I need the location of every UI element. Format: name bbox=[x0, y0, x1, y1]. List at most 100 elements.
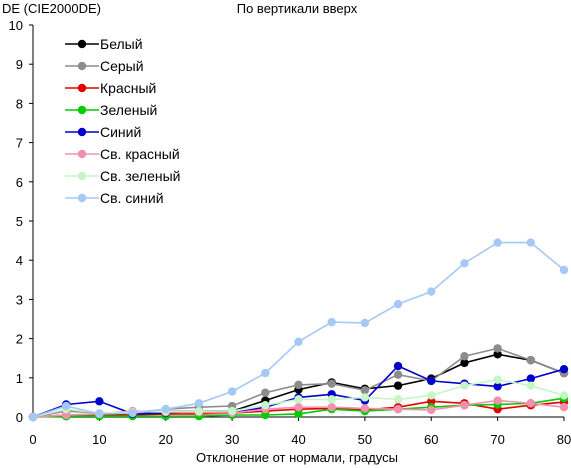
y-tick-label: 3 bbox=[16, 292, 23, 307]
data-point bbox=[360, 318, 370, 328]
x-tick-label: 40 bbox=[291, 432, 305, 447]
x-tick-label: 0 bbox=[29, 432, 36, 447]
series-7 bbox=[28, 238, 569, 422]
x-tick-label: 20 bbox=[159, 432, 173, 447]
legend-item: Белый bbox=[65, 36, 143, 52]
data-point bbox=[493, 382, 502, 391]
data-point bbox=[227, 387, 237, 396]
data-point bbox=[161, 404, 170, 414]
data-point bbox=[427, 405, 436, 415]
data-point bbox=[227, 406, 237, 416]
data-point bbox=[427, 376, 436, 386]
x-axis-title: Отклонение от нормали, градусы bbox=[196, 450, 398, 465]
x-tick-label: 80 bbox=[557, 432, 571, 447]
data-point bbox=[294, 395, 303, 404]
data-point bbox=[393, 404, 403, 414]
x-tick-label: 30 bbox=[225, 432, 239, 447]
x-tick-label: 50 bbox=[358, 432, 372, 447]
y-tick-label: 2 bbox=[16, 332, 23, 347]
y-tick-label: 8 bbox=[16, 96, 23, 111]
data-point bbox=[95, 397, 104, 406]
legend-item: Св. зеленый bbox=[65, 168, 180, 184]
data-point bbox=[327, 379, 336, 388]
data-point bbox=[261, 368, 270, 378]
data-point bbox=[526, 374, 536, 383]
data-point bbox=[327, 395, 336, 404]
data-point bbox=[294, 409, 303, 419]
legend-label: Зеленый bbox=[100, 102, 157, 118]
data-point bbox=[393, 370, 403, 379]
x-tick-label: 10 bbox=[92, 432, 106, 447]
axes: 0 1 2 3 4 5 6 7 8 9 10 0 10 20 30 40 50 60 70 80 bbox=[9, 18, 571, 447]
data-point bbox=[526, 399, 536, 408]
data-point bbox=[294, 403, 303, 412]
data-point bbox=[526, 381, 536, 390]
legend-item: Серый bbox=[65, 58, 144, 74]
legend-label: Св. красный bbox=[100, 146, 180, 162]
data-point bbox=[526, 238, 536, 247]
data-point bbox=[294, 380, 303, 390]
y-axis-title: DE (CIE2000DE) bbox=[2, 1, 101, 16]
legend-item: Зеленый bbox=[65, 102, 157, 118]
data-point bbox=[526, 355, 536, 365]
data-point bbox=[493, 375, 502, 384]
data-point bbox=[493, 238, 502, 247]
y-tick-label: 4 bbox=[16, 253, 23, 268]
data-point bbox=[460, 259, 469, 268]
data-point bbox=[194, 399, 204, 408]
data-point bbox=[559, 265, 569, 275]
data-point bbox=[460, 381, 469, 390]
data-point bbox=[493, 350, 502, 359]
x-tick-label: 70 bbox=[490, 432, 504, 447]
data-point bbox=[427, 287, 436, 296]
data-point bbox=[493, 396, 502, 405]
data-point bbox=[61, 401, 71, 411]
y-tick-label: 9 bbox=[16, 57, 23, 72]
data-point bbox=[360, 393, 370, 402]
data-point bbox=[493, 344, 502, 353]
data-point bbox=[427, 391, 436, 400]
data-point bbox=[360, 404, 370, 413]
data-point bbox=[460, 358, 469, 368]
legend-marker bbox=[77, 105, 87, 115]
series-layer bbox=[28, 238, 569, 422]
legend-item: Синий bbox=[65, 124, 141, 140]
data-point bbox=[427, 397, 436, 406]
data-point bbox=[460, 352, 469, 361]
y-tick-label: 6 bbox=[16, 175, 23, 190]
legend-marker bbox=[77, 83, 87, 93]
legend-item: Св. синий bbox=[65, 190, 164, 206]
data-point bbox=[559, 364, 569, 374]
data-point bbox=[261, 388, 270, 397]
legend-label: Красный bbox=[100, 80, 156, 96]
data-point bbox=[393, 299, 403, 309]
y-tick-label: 1 bbox=[16, 371, 23, 386]
legend-label: Св. зеленый bbox=[100, 168, 180, 184]
y-tick-label: 10 bbox=[9, 18, 23, 33]
data-point bbox=[294, 337, 303, 346]
data-point bbox=[559, 403, 569, 412]
legend-label: Белый bbox=[100, 36, 143, 52]
legend-marker bbox=[77, 127, 87, 137]
data-point bbox=[61, 410, 71, 420]
y-tick-label: 0 bbox=[16, 410, 23, 425]
y-tick-label: 7 bbox=[16, 136, 23, 151]
data-point bbox=[360, 386, 370, 395]
legend: Белый Серый Красный Зеленый Синий Св. красный… bbox=[65, 36, 180, 206]
legend-marker bbox=[77, 149, 87, 159]
chart-title: По вертикали вверх bbox=[237, 1, 358, 16]
data-point bbox=[261, 401, 270, 410]
legend-item: Св. красный bbox=[65, 146, 180, 162]
legend-label: Серый bbox=[100, 58, 144, 74]
data-point bbox=[95, 409, 104, 419]
data-point bbox=[327, 317, 336, 327]
x-tick-label: 60 bbox=[424, 432, 438, 447]
legend-item: Красный bbox=[65, 80, 156, 96]
data-point bbox=[194, 406, 204, 416]
data-point bbox=[128, 408, 137, 418]
data-point bbox=[559, 391, 569, 400]
legend-label: Св. синий bbox=[100, 190, 164, 206]
data-point bbox=[393, 381, 403, 390]
data-point bbox=[261, 410, 270, 420]
